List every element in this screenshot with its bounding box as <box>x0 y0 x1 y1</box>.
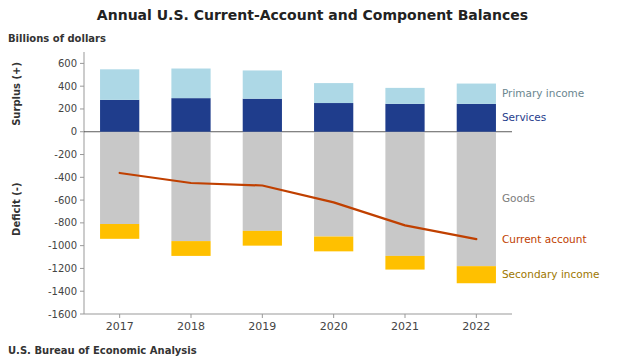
bar <box>314 83 353 103</box>
y-tick <box>80 131 84 132</box>
bar <box>171 132 210 241</box>
y-tick-label: 600 <box>58 58 77 69</box>
x-tick <box>119 314 120 318</box>
x-tick-label: 2022 <box>462 320 490 333</box>
y-tick <box>80 154 84 155</box>
legend-label: Secondary income <box>502 268 599 280</box>
x-tick <box>262 314 263 318</box>
source: U.S. Bureau of Economic Analysis <box>8 345 197 356</box>
bar <box>100 69 139 100</box>
annotation: Deficit (-) <box>11 182 22 235</box>
y-tick <box>80 108 84 109</box>
bar <box>171 241 210 256</box>
y-tick-label: -200 <box>54 149 77 160</box>
bar <box>171 98 210 132</box>
y-axis-label: Billions of dollars <box>8 33 106 44</box>
y-tick-label: -1200 <box>48 263 77 274</box>
annotation: Surplus (+) <box>11 62 22 126</box>
bar <box>385 256 424 270</box>
bar <box>243 70 282 98</box>
y-tick-label: -1000 <box>48 240 77 251</box>
bar <box>314 237 353 252</box>
x-tick-label: 2017 <box>106 320 134 333</box>
legend-label: Goods <box>502 192 535 204</box>
x-tick-label: 2018 <box>177 320 205 333</box>
y-tick <box>80 63 84 64</box>
bar <box>243 231 282 246</box>
y-tick <box>80 86 84 87</box>
y-tick <box>80 177 84 178</box>
y-tick-label: -600 <box>54 195 77 206</box>
bar <box>100 100 139 132</box>
x-tick <box>191 314 192 318</box>
bar <box>243 99 282 132</box>
y-tick <box>80 222 84 223</box>
bar <box>314 103 353 132</box>
bar <box>314 132 353 237</box>
plot-area <box>84 69 512 284</box>
line <box>120 173 477 239</box>
bar <box>385 88 424 104</box>
y-tick-label: 400 <box>58 81 77 92</box>
bar <box>243 132 282 231</box>
legend-label: Services <box>502 111 546 123</box>
title: Annual U.S. Current-Account and Componen… <box>97 7 528 23</box>
y-tick-label: 0 <box>71 126 77 137</box>
bar <box>100 132 139 224</box>
bar <box>100 224 139 239</box>
x-tick-label: 2020 <box>320 320 348 333</box>
y-tick-label: -1400 <box>48 286 77 297</box>
x-tick <box>476 314 477 318</box>
bar <box>457 266 496 283</box>
x-axis <box>84 314 512 315</box>
x-tick-label: 2021 <box>391 320 419 333</box>
y-tick <box>80 245 84 246</box>
y-axis <box>84 52 85 314</box>
legend-label: Primary income <box>502 87 584 99</box>
x-tick <box>333 314 334 318</box>
y-tick-label: -400 <box>54 172 77 183</box>
y-tick <box>80 200 84 201</box>
y-tick-label: -800 <box>54 217 77 228</box>
legend-label: Current account <box>502 233 587 245</box>
y-tick <box>80 314 84 315</box>
bar <box>385 104 424 132</box>
zero-line <box>84 131 512 132</box>
x-tick-label: 2019 <box>248 320 276 333</box>
x-tick <box>405 314 406 318</box>
chart: Annual U.S. Current-Account and Componen… <box>0 0 625 362</box>
bar <box>385 132 424 256</box>
bar <box>457 104 496 132</box>
bar <box>457 132 496 266</box>
y-tick <box>80 291 84 292</box>
y-tick-label: 200 <box>58 103 77 114</box>
y-tick-label: -1600 <box>48 309 77 320</box>
bar <box>457 84 496 104</box>
bar <box>171 69 210 99</box>
y-tick <box>80 268 84 269</box>
